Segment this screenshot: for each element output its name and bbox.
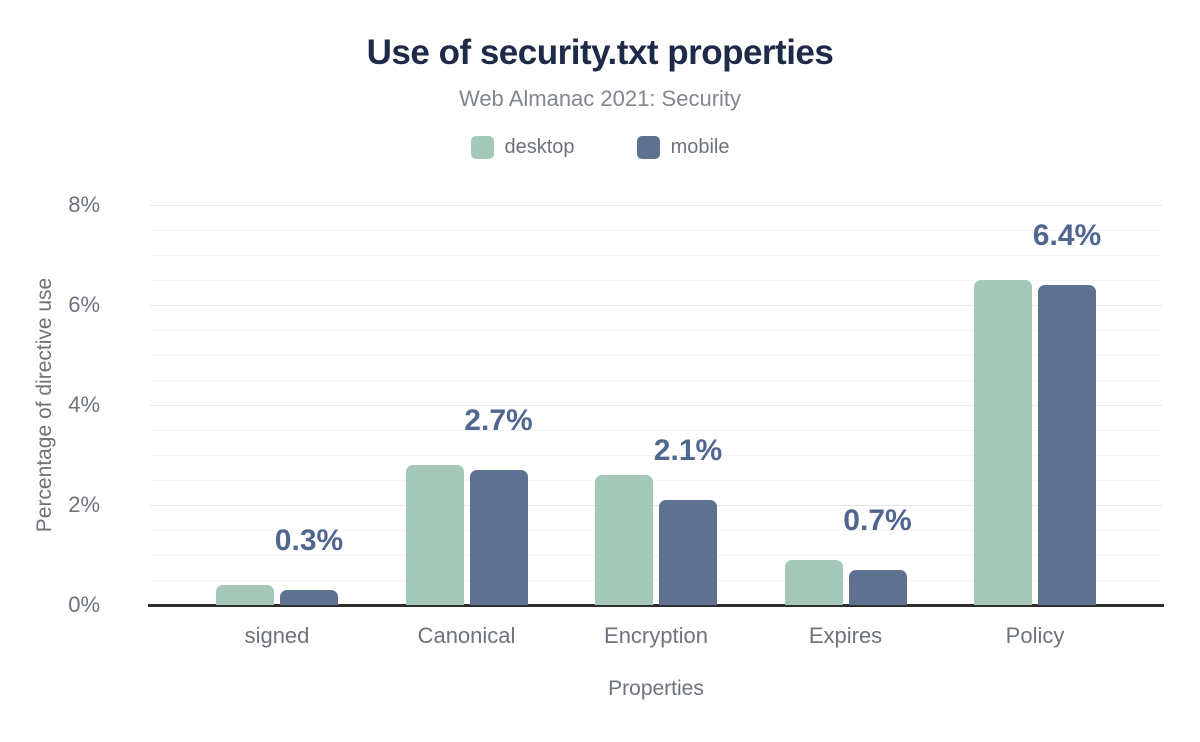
bar-desktop-policy[interactable] <box>974 280 1032 605</box>
bar-desktop-encryption[interactable] <box>595 475 653 605</box>
y-tick-2%: 2% <box>68 492 100 517</box>
major-gridline <box>150 505 1162 506</box>
major-gridline <box>150 205 1162 206</box>
legend-item-desktop[interactable]: desktop <box>470 136 575 159</box>
data-label-policy: 6.4% <box>1032 219 1102 252</box>
minor-gridline <box>150 455 1162 456</box>
bar-mobile-encryption[interactable] <box>659 500 717 605</box>
data-label-expires: 0.7% <box>843 504 912 537</box>
legend-item-mobile[interactable]: mobile <box>636 136 730 159</box>
bar-desktop-canonical[interactable] <box>405 465 464 605</box>
chart-header: Use of security.txt properties Web Alman… <box>0 0 1200 159</box>
major-gridline <box>150 405 1162 406</box>
bar-desktop-signed[interactable] <box>216 585 274 605</box>
y-tick-0%: 0% <box>68 592 100 617</box>
x-category-expires: Expires <box>808 623 883 648</box>
x-category-signed: signed <box>244 623 310 648</box>
bar-desktop-expires[interactable] <box>784 560 843 605</box>
minor-gridline <box>150 430 1162 431</box>
x-axis-title: Properties <box>608 677 704 700</box>
y-tick-8%: 8% <box>68 192 100 217</box>
legend-swatch-desktop <box>470 136 494 159</box>
bar-group-encryption: 2.1% <box>595 205 722 605</box>
chart-title: Use of security.txt properties <box>366 33 834 72</box>
y-tick-4%: 4% <box>68 392 100 417</box>
legend-label-mobile: mobile <box>670 136 730 158</box>
y-tick-6%: 6% <box>68 292 100 317</box>
bar-group-signed: 0.3% <box>216 205 343 605</box>
minor-gridline <box>150 380 1162 381</box>
legend-label-desktop: desktop <box>504 136 575 158</box>
bar-mobile-policy[interactable] <box>1038 285 1096 605</box>
minor-gridline <box>150 230 1162 231</box>
x-axis-line <box>148 604 1164 607</box>
data-label-canonical: 2.7% <box>464 404 533 437</box>
chart-subtitle: Web Almanac 2021: Security <box>458 86 742 111</box>
minor-gridline <box>150 255 1162 256</box>
data-label-signed: 0.3% <box>274 524 344 557</box>
x-category-canonical: Canonical <box>417 623 516 648</box>
data-label-encryption: 2.1% <box>653 434 723 467</box>
legend: desktop mobile <box>0 136 1200 159</box>
plot-area: Properties 0% 2% 4% 6% 8% signed 0.3% Canonical… <box>68 194 1164 700</box>
minor-gridline <box>150 480 1162 481</box>
bar-group-canonical: 2.7% <box>405 205 533 605</box>
x-category-policy: Policy <box>1005 623 1065 648</box>
minor-gridline <box>150 580 1162 581</box>
minor-gridline <box>150 355 1162 356</box>
minor-gridline <box>150 555 1162 556</box>
bar-group-expires: 0.7% <box>784 205 912 605</box>
bar-group-policy: 6.4% <box>974 205 1101 605</box>
bar-mobile-canonical[interactable] <box>469 470 528 605</box>
minor-gridline <box>150 330 1162 331</box>
bar-mobile-expires[interactable] <box>848 570 907 605</box>
bar-mobile-signed[interactable] <box>280 590 338 605</box>
major-gridline <box>150 305 1162 306</box>
x-category-encryption: Encryption <box>604 623 708 648</box>
minor-gridline <box>150 280 1162 281</box>
legend-swatch-mobile <box>636 136 660 159</box>
minor-gridline <box>150 530 1162 531</box>
